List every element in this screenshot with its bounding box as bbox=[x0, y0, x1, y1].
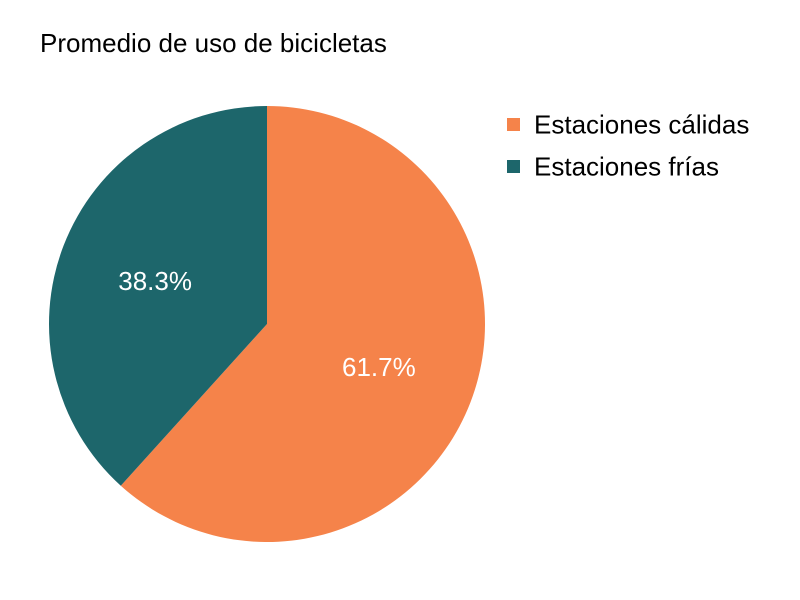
legend-label-0: Estaciones cálidas bbox=[534, 110, 749, 140]
pie-slice-0 bbox=[120, 106, 486, 542]
legend-swatch-0 bbox=[507, 118, 520, 131]
pie-slice-labels: 61.7% 38.3% bbox=[118, 266, 416, 382]
legend-swatch-1 bbox=[507, 160, 520, 173]
legend: Estaciones cálidas Estaciones frías bbox=[507, 110, 749, 182]
pie-slices bbox=[49, 106, 486, 542]
chart-title: Promedio de uso de bicicletas bbox=[40, 28, 387, 58]
pie-slice-1 bbox=[49, 106, 267, 486]
slice-label-0: 61.7% bbox=[342, 352, 416, 382]
slice-label-1: 38.3% bbox=[118, 266, 192, 296]
legend-label-1: Estaciones frías bbox=[534, 152, 719, 182]
